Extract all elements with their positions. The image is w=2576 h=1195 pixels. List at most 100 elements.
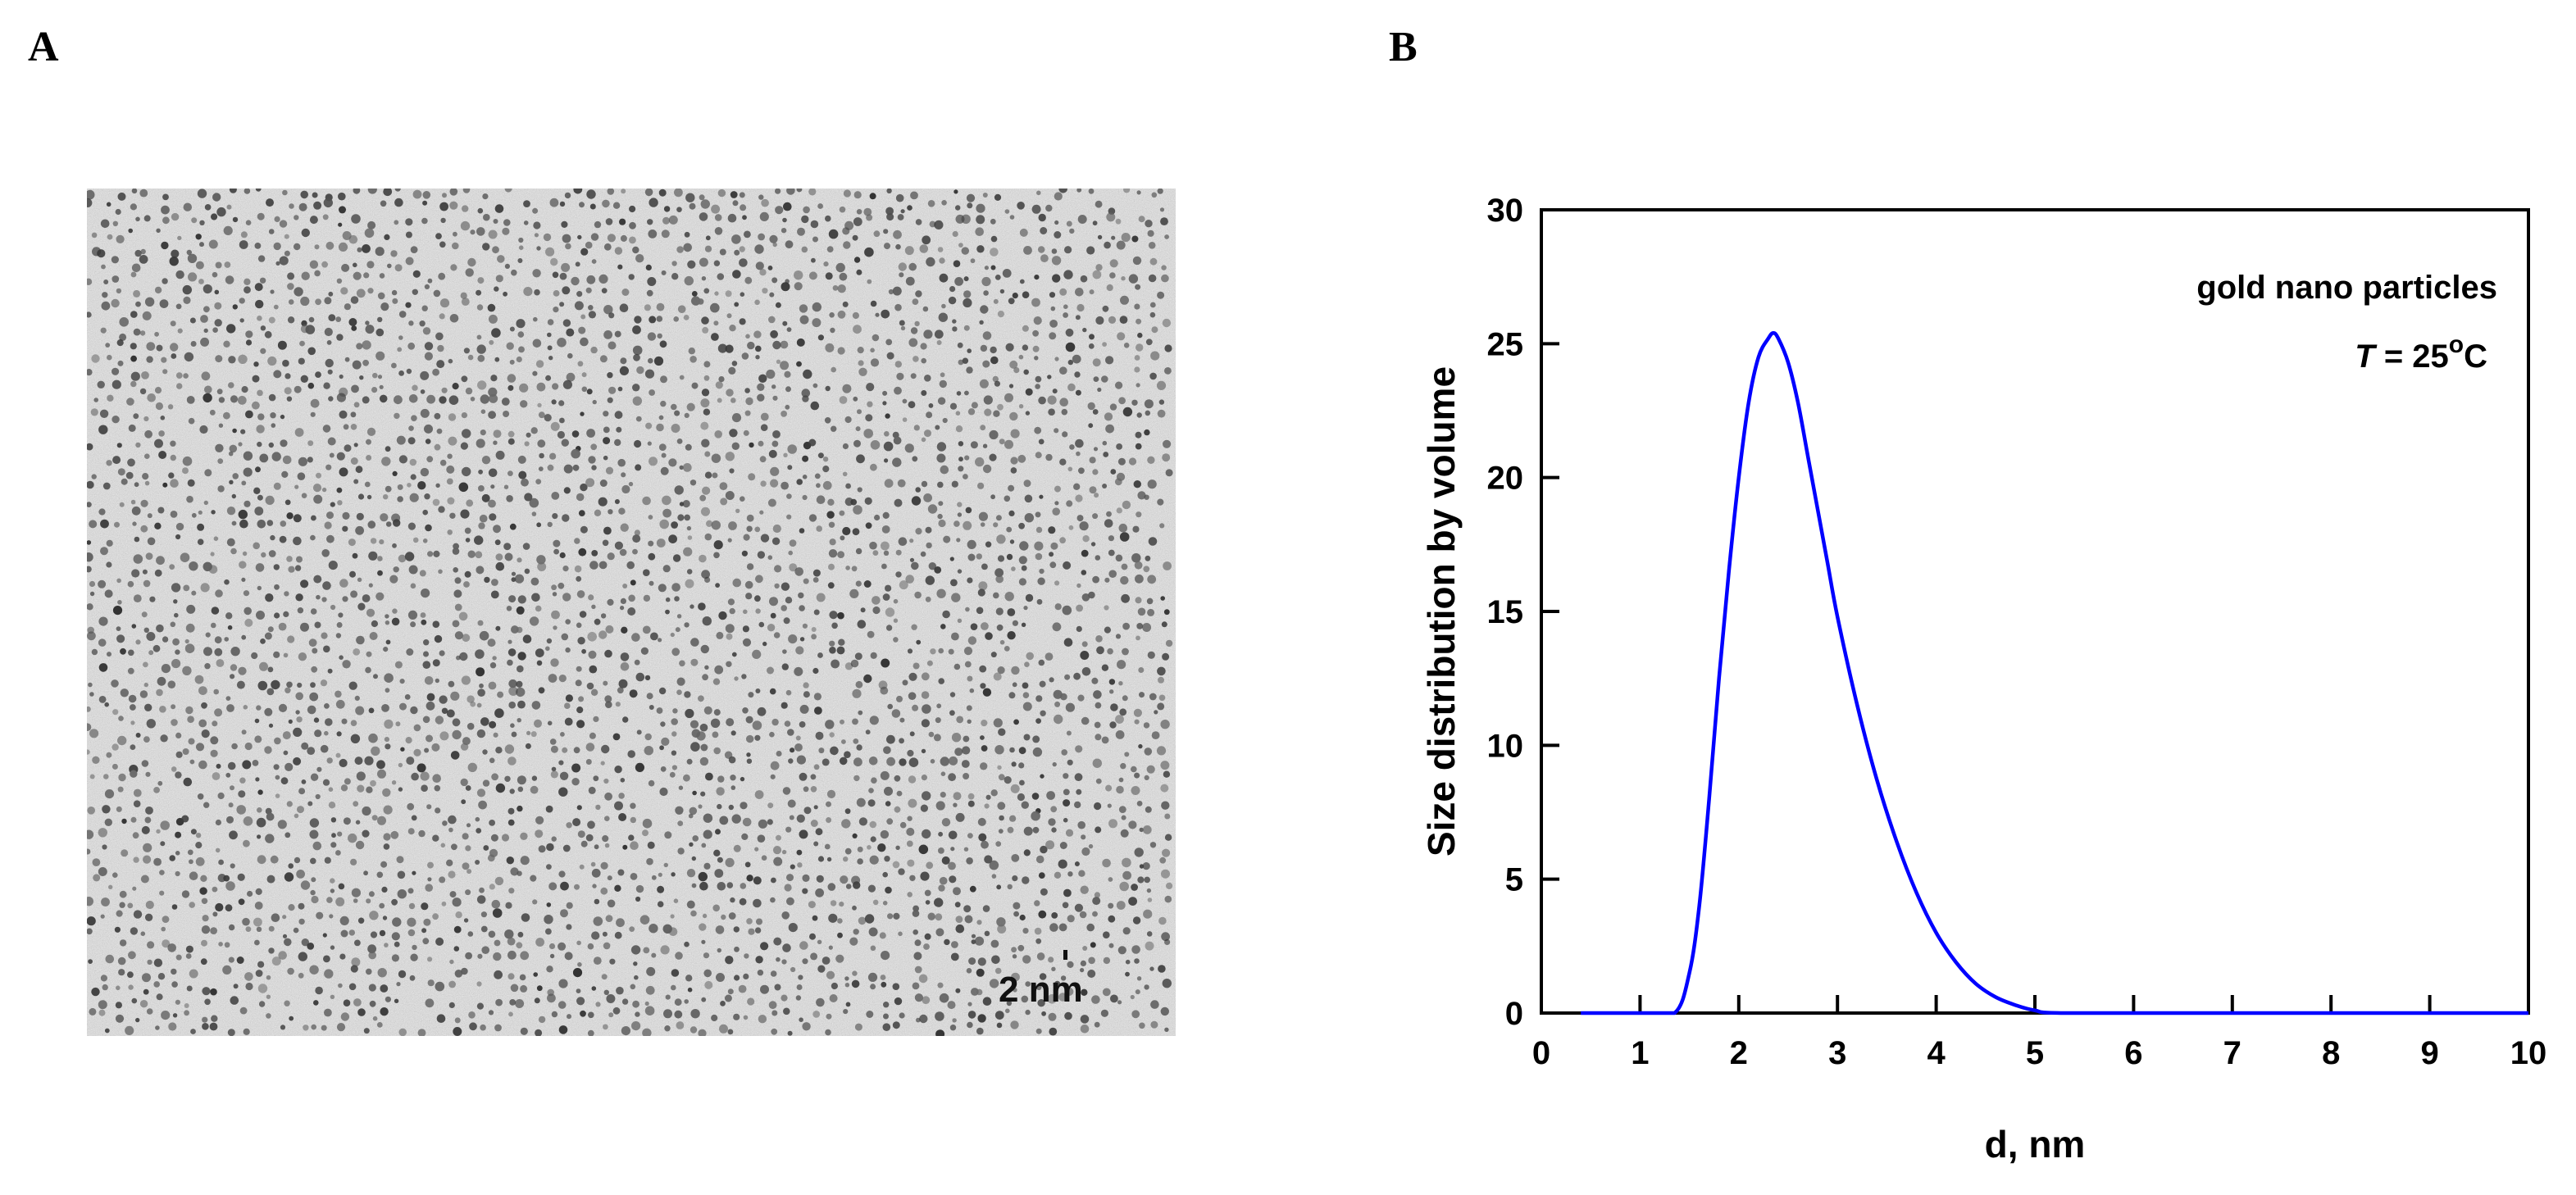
nanoparticle-dot [927, 200, 935, 207]
nanoparticle-dot [534, 233, 539, 238]
nanoparticle-dot [690, 638, 699, 647]
nanoparticle-dot [913, 662, 920, 670]
nanoparticle-dot [398, 554, 407, 563]
nanoparticle-dot [117, 360, 124, 366]
nanoparticle-dot [466, 499, 474, 507]
nanoparticle-dot [632, 396, 642, 406]
nanoparticle-dot [1133, 480, 1142, 488]
nanoparticle-dot [857, 409, 862, 415]
nanoparticle-dot [883, 229, 889, 234]
nanoparticle-dot [858, 360, 864, 366]
nanoparticle-dot [1008, 510, 1015, 517]
nanoparticle-dot [614, 438, 621, 447]
nanoparticle-dot [407, 342, 416, 350]
nanoparticle-dot [739, 258, 748, 267]
nanoparticle-dot [1025, 411, 1031, 416]
nanoparticle-dot [154, 569, 162, 577]
nanoparticle-dot [774, 565, 782, 573]
nanoparticle-dot [410, 474, 416, 480]
nanoparticle-dot [336, 622, 343, 628]
nanoparticle-dot [797, 227, 805, 236]
nanoparticle-dot [581, 648, 586, 654]
nanoparticle-dot [634, 439, 642, 448]
nanoparticle-dot [506, 606, 512, 611]
nanoparticle-dot [1034, 426, 1042, 434]
nanoparticle-dot [990, 265, 996, 270]
nanoparticle-dot [352, 552, 358, 559]
nanoparticle-dot [89, 692, 94, 697]
nanoparticle-dot [603, 437, 611, 445]
nanoparticle-dot [184, 352, 194, 362]
nanoparticle-dot [225, 612, 233, 620]
nanoparticle-dot [937, 397, 946, 405]
nanoparticle-dot [785, 386, 791, 393]
nanoparticle-dot [507, 659, 513, 666]
nanoparticle-dot [439, 695, 448, 704]
nanoparticle-dot [532, 370, 538, 376]
nanoparticle-dot [904, 443, 914, 453]
nanoparticle-dot [837, 611, 844, 620]
nanoparticle-dot [365, 666, 371, 674]
nanoparticle-dot [522, 634, 532, 643]
nanoparticle-dot [967, 539, 976, 550]
nanoparticle-dot [1008, 298, 1015, 305]
nanoparticle-dot [146, 632, 156, 641]
nanoparticle-dot [232, 216, 239, 223]
nanoparticle-dot [700, 398, 710, 408]
nanoparticle-dot [870, 358, 880, 367]
nanoparticle-dot [107, 394, 114, 402]
nanoparticle-dot [298, 357, 305, 365]
nanoparticle-dot [760, 412, 769, 421]
nanoparticle-dot [563, 487, 571, 494]
nanoparticle-dot [978, 511, 988, 521]
nanoparticle-dot [348, 234, 358, 244]
nanoparticle-dot [287, 316, 295, 324]
nanoparticle-dot [351, 325, 357, 331]
nanoparticle-dot [300, 375, 308, 383]
nanoparticle-dot [392, 608, 398, 614]
nanoparticle-dot [744, 230, 751, 239]
nanoparticle-dot [839, 510, 845, 516]
nanoparticle-dot [518, 470, 527, 479]
nanoparticle-dot [446, 465, 455, 474]
nanoparticle-dot [483, 213, 490, 221]
nanoparticle-dot [321, 487, 327, 493]
nanoparticle-dot [116, 288, 122, 294]
nanoparticle-dot [1022, 344, 1029, 351]
nanoparticle-dot [274, 584, 280, 590]
nanoparticle-dot [673, 316, 679, 322]
nanoparticle-dot [937, 481, 944, 488]
nanoparticle-dot [229, 479, 234, 484]
nanoparticle-dot [156, 344, 163, 352]
nanoparticle-dot [448, 395, 459, 406]
nanoparticle-dot [329, 452, 335, 458]
nanoparticle-dot [310, 682, 316, 688]
nanoparticle-dot [951, 593, 961, 602]
nanoparticle-dot [495, 275, 503, 283]
nanoparticle-dot [921, 691, 930, 699]
nanoparticle-dot [1002, 269, 1012, 278]
nanoparticle-dot [872, 550, 879, 556]
nanoparticle-dot [752, 649, 762, 660]
nanoparticle-dot [259, 661, 268, 671]
nanoparticle-dot [394, 198, 403, 207]
nanoparticle-dot [802, 455, 809, 462]
nanoparticle-dot [547, 319, 554, 325]
nanoparticle-dot [87, 603, 93, 611]
nanoparticle-dot [539, 452, 544, 459]
nanoparticle-dot [380, 302, 389, 311]
nanoparticle-dot [342, 525, 348, 532]
nanoparticle-dot [488, 681, 497, 690]
nanoparticle-dot [286, 396, 293, 402]
nanoparticle-dot [88, 682, 93, 688]
nanoparticle-dot [772, 340, 781, 350]
nanoparticle-dot [668, 534, 677, 543]
nanoparticle-dot [676, 677, 685, 686]
nanoparticle-dot [408, 425, 414, 431]
panel-b-label: B [1389, 24, 1418, 70]
nanoparticle-dot [232, 304, 238, 310]
nanoparticle-dot [967, 577, 973, 584]
nanoparticle-dot [339, 410, 348, 419]
nanoparticle-dot [603, 680, 608, 686]
nanoparticle-dot [253, 361, 259, 367]
